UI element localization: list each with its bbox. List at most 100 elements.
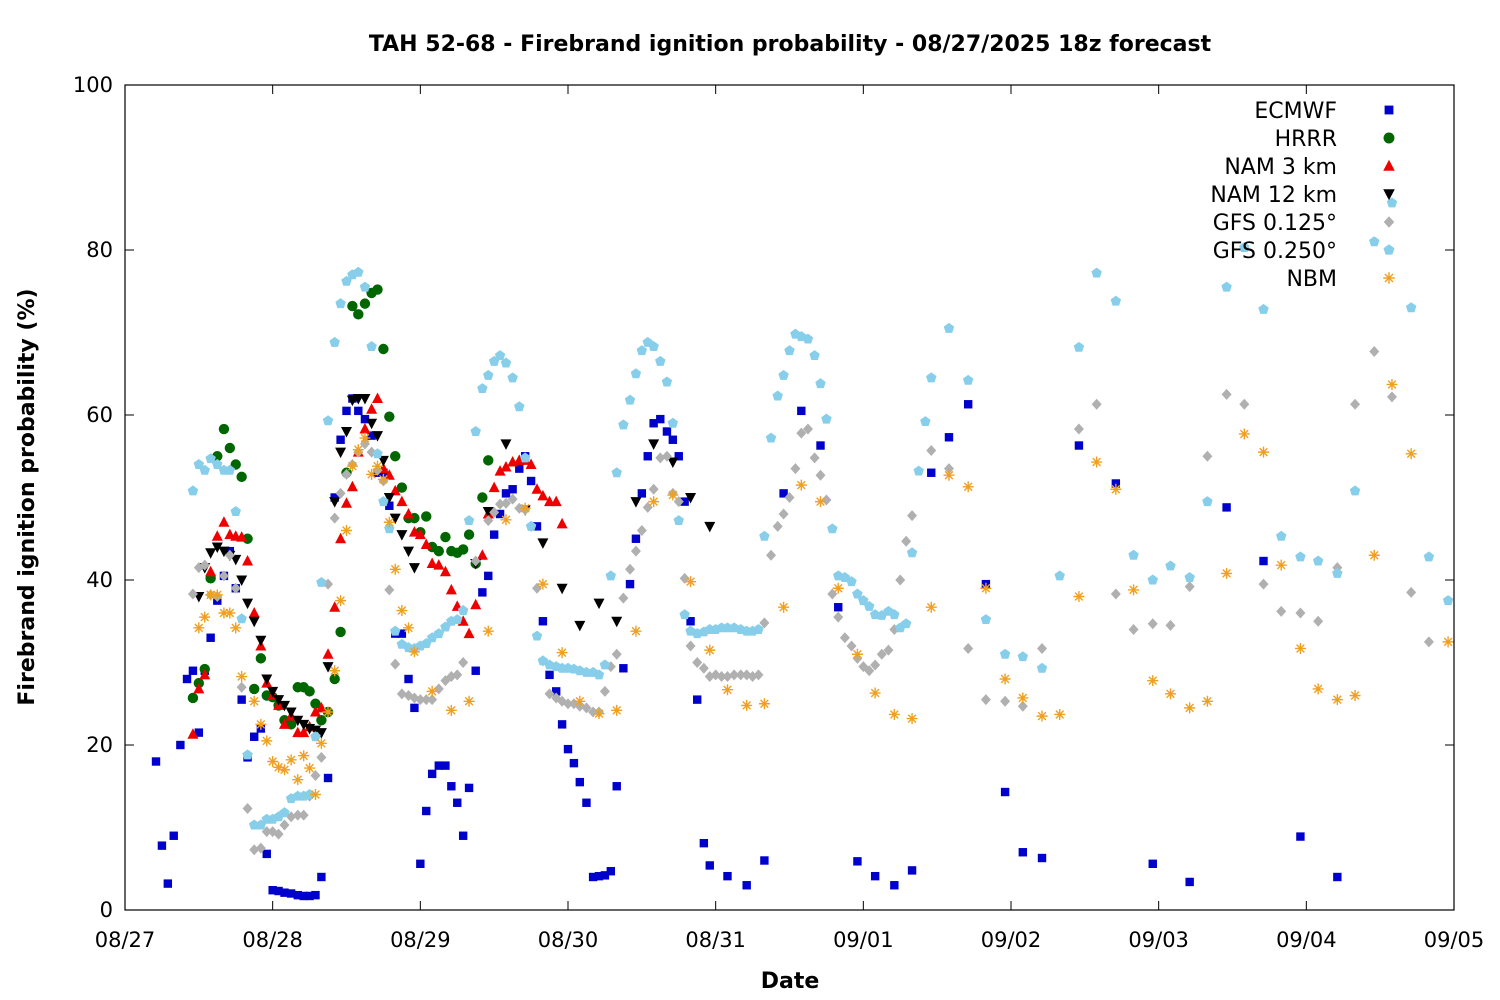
x-tick-label: 08/30 [538,928,599,952]
data-point [797,406,806,416]
data-point [427,694,438,706]
data-point [341,525,352,536]
data-point [556,583,568,595]
data-point [384,584,395,596]
data-point [1091,456,1103,468]
data-point [618,592,629,604]
x-axis: 08/27 08/28 08/29 08/30 08/31 09/01 09/02 09/03… [95,85,1484,952]
data-point [962,374,974,385]
y-axis-label: Firebrand ignition probability (%) [15,288,40,705]
data-point [408,646,420,658]
data-point [851,648,863,660]
data-point [1276,605,1287,617]
data-point [834,603,843,612]
data-point [1073,341,1085,352]
data-point [426,557,438,568]
data-point [721,684,733,696]
data-point [211,589,223,601]
data-point [667,417,679,428]
data-point [298,719,310,731]
series-ecmwf [151,394,1342,901]
data-point [322,648,334,659]
data-point [962,481,974,493]
data-point [784,345,795,356]
data-point [242,749,253,760]
data-point [390,658,401,670]
data-point [500,497,511,509]
data-point [1423,551,1435,562]
data-point [648,483,659,495]
data-point [157,841,167,850]
data-point [372,392,384,403]
data-point [1165,619,1176,631]
data-point [999,648,1011,659]
data-point [1405,302,1417,313]
data-point [611,704,623,716]
data-point [1386,378,1398,390]
data-point [199,559,210,571]
data-point [1221,388,1232,400]
data-point [795,479,807,491]
data-point [366,403,378,414]
data-point [367,431,376,440]
data-point [759,617,770,629]
data-point [667,489,679,501]
data-point [414,528,426,540]
y-tick-label: 40 [86,568,113,592]
data-point [870,659,881,671]
data-point [525,520,537,531]
data-point [205,589,217,601]
data-point [1349,485,1361,496]
data-point [273,761,285,773]
data-point [378,496,389,507]
data-point [1295,551,1306,562]
data-point [574,620,586,632]
data-point [193,459,205,469]
data-point [674,452,683,461]
data-point [624,394,636,405]
data-point [980,614,992,625]
legend-marker [1383,159,1395,171]
data-point [482,625,494,637]
data-point [662,427,672,436]
data-point [1369,236,1380,247]
data-point [250,732,259,741]
data-point [453,798,462,807]
data-point [900,618,912,629]
data-point [765,432,777,443]
series-nam-12-km [193,394,716,739]
data-point [963,642,974,654]
data-point [673,515,684,526]
data-point [236,671,248,683]
data-point [679,609,690,620]
data-point [832,582,844,594]
data-point [532,522,542,531]
data-point [593,598,605,610]
data-point [722,671,733,683]
data-point [335,298,346,309]
data-point [384,411,395,422]
data-point [335,447,347,459]
markers [151,197,1454,901]
data-point [758,698,770,710]
data-point [390,625,401,636]
data-point [478,588,487,597]
data-point [544,688,555,700]
legend-marker [1383,189,1395,201]
data-point [895,574,906,586]
data-point [341,427,352,438]
data-point [925,601,937,613]
data-point [372,460,384,472]
data-point [329,665,341,677]
data-point [846,640,857,652]
data-point [255,653,267,664]
data-point [630,497,642,508]
data-point [1276,530,1287,541]
data-point [1222,503,1231,512]
data-point [211,530,223,541]
data-point [605,570,617,581]
x-tick-label: 08/29 [390,928,451,952]
y-tick-label: 20 [86,733,113,757]
data-point [329,497,341,508]
data-point [389,484,401,496]
